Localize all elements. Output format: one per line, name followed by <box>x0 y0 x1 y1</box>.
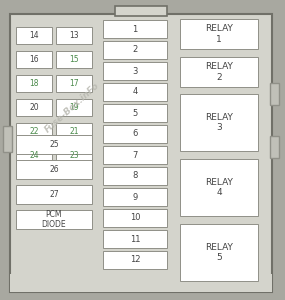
Text: 13: 13 <box>69 31 79 40</box>
Bar <box>56 99 92 116</box>
Text: 25: 25 <box>49 140 59 149</box>
Bar <box>56 147 92 164</box>
Text: RELAY
1: RELAY 1 <box>205 24 233 44</box>
Text: 24: 24 <box>29 151 39 160</box>
Bar <box>103 125 167 143</box>
Bar <box>16 75 52 92</box>
Text: 22: 22 <box>29 127 39 136</box>
Text: 21: 21 <box>69 127 79 136</box>
Text: 2: 2 <box>132 46 138 55</box>
Bar <box>103 41 167 59</box>
Bar <box>115 6 167 16</box>
Bar <box>16 99 52 116</box>
Bar <box>56 123 92 140</box>
Bar <box>103 209 167 227</box>
Bar <box>103 230 167 248</box>
Bar <box>16 51 52 68</box>
Bar <box>56 75 92 92</box>
Bar <box>3 126 12 152</box>
Text: 16: 16 <box>29 55 39 64</box>
Text: 6: 6 <box>132 130 138 139</box>
Text: Fuse-Box.inFo: Fuse-Box.inFo <box>43 81 101 135</box>
Text: 14: 14 <box>29 31 39 40</box>
Text: 3: 3 <box>132 67 138 76</box>
Bar <box>103 20 167 38</box>
Bar <box>180 19 258 49</box>
Text: RELAY
4: RELAY 4 <box>205 178 233 197</box>
Text: 27: 27 <box>49 190 59 199</box>
Text: 12: 12 <box>130 256 140 265</box>
Text: 19: 19 <box>69 103 79 112</box>
Bar <box>16 27 52 44</box>
Bar <box>16 135 92 154</box>
Bar <box>270 136 279 158</box>
Text: 10: 10 <box>130 214 140 223</box>
Text: 11: 11 <box>130 235 140 244</box>
Bar <box>180 224 258 281</box>
Text: 20: 20 <box>29 103 39 112</box>
Bar <box>56 27 92 44</box>
Bar <box>16 160 92 179</box>
Text: RELAY
3: RELAY 3 <box>205 113 233 132</box>
Bar <box>103 188 167 206</box>
Text: 17: 17 <box>69 79 79 88</box>
Text: PCM
DIODE: PCM DIODE <box>42 210 66 229</box>
Bar <box>270 83 279 105</box>
Text: 8: 8 <box>132 172 138 181</box>
Bar <box>16 210 92 229</box>
Text: 18: 18 <box>29 79 39 88</box>
Bar <box>56 51 92 68</box>
Bar <box>16 123 52 140</box>
Bar <box>10 274 272 292</box>
Bar <box>16 147 52 164</box>
Text: RELAY
5: RELAY 5 <box>205 243 233 262</box>
Text: 23: 23 <box>69 151 79 160</box>
Text: 4: 4 <box>132 88 138 97</box>
Bar <box>16 185 92 204</box>
Bar <box>103 104 167 122</box>
Bar <box>103 167 167 185</box>
Text: 1: 1 <box>132 25 138 34</box>
Text: 26: 26 <box>49 165 59 174</box>
Bar <box>103 146 167 164</box>
Bar <box>180 94 258 151</box>
Bar <box>103 62 167 80</box>
Bar <box>180 159 258 216</box>
Bar <box>180 57 258 87</box>
Text: 9: 9 <box>132 193 138 202</box>
Bar <box>103 251 167 269</box>
Text: 5: 5 <box>132 109 138 118</box>
Text: RELAY
2: RELAY 2 <box>205 62 233 82</box>
Text: 15: 15 <box>69 55 79 64</box>
Bar <box>103 83 167 101</box>
Text: 7: 7 <box>132 151 138 160</box>
